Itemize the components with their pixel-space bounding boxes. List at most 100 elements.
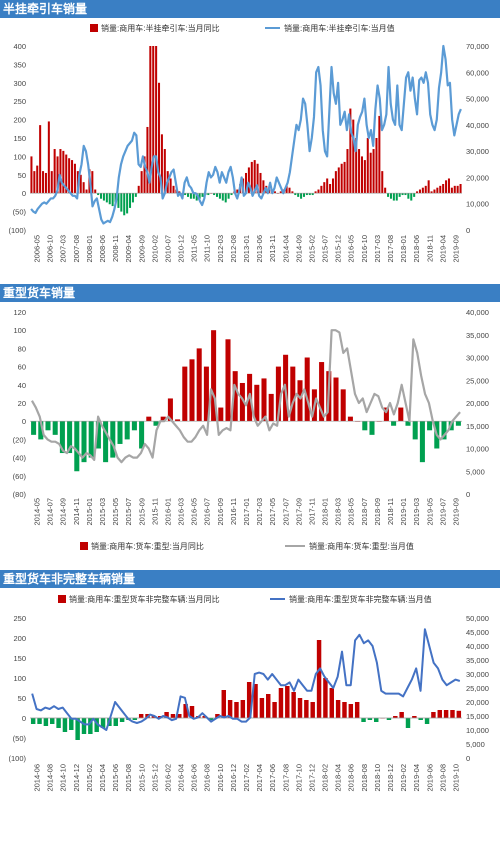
yoy-bar (456, 185, 459, 194)
y-right-tick-label: 20,000 (466, 173, 489, 182)
yoy-bar (331, 178, 334, 194)
x-tick-label: 2016-01 (163, 498, 172, 526)
yoy-bar (427, 421, 433, 431)
x-tick-label: 2017-08 (281, 764, 290, 792)
legend-line-label: 销量:商用车:半挂牵引车:当月值 (284, 23, 395, 33)
yoy-bar (427, 180, 430, 194)
x-tick-label: 2018-09 (373, 498, 382, 526)
yoy-bar (290, 366, 296, 422)
y-left-tick-label: (100) (8, 226, 26, 235)
yoy-bar (456, 710, 462, 718)
yoy-bar (326, 178, 329, 194)
yoy-bar (39, 125, 42, 194)
yoy-bar (443, 710, 449, 718)
y-right-tick-label: 60,000 (466, 68, 489, 77)
yoy-bar (367, 718, 373, 720)
y-right-tick-label: 70,000 (466, 42, 489, 51)
yoy-bar (218, 407, 224, 422)
yoy-bar (81, 421, 87, 463)
yoy-bar (224, 193, 227, 203)
x-tick-label: 2015-12 (334, 235, 343, 263)
yoy-bar (369, 152, 372, 194)
yoy-bar (33, 171, 36, 194)
yoy-bar (151, 716, 157, 718)
yoy-bar (207, 193, 210, 196)
x-tick-label: 2015-01 (85, 498, 94, 526)
x-tick-label: 2017-03 (373, 235, 382, 263)
yoy-bar (184, 193, 187, 196)
y-left-tick-label: 100 (13, 674, 26, 683)
yoy-bar (94, 189, 97, 194)
x-tick-label: 2010-02 (150, 235, 159, 263)
monthly-value-line (31, 628, 461, 731)
chart3-incomplete-heavy-truck-sales: 销量:商用车:重型货车非完整车辆:当月同比 销量:商用车:重型货车非完整车辆:当… (8, 594, 488, 792)
yoy-bar (362, 421, 368, 431)
x-tick-label: 2019-02 (399, 764, 408, 792)
x-tick-label: 2019-08 (438, 764, 447, 792)
x-tick-label: 2014-04 (281, 235, 290, 263)
x-tick-label: 2014-09 (294, 235, 303, 263)
yoy-bar (399, 712, 404, 718)
yoy-bar (453, 185, 456, 194)
yoy-bar (340, 389, 346, 422)
yoy-bar (187, 193, 190, 197)
yoy-bar (149, 46, 152, 194)
x-tick-label: 2018-06 (347, 764, 356, 792)
x-tick-label: 2015-05 (111, 498, 120, 526)
yoy-bar (234, 702, 239, 718)
yoy-bar (227, 700, 233, 718)
yoy-bar (167, 398, 173, 422)
yoy-bar (82, 182, 85, 194)
y-left-tick-label: 0 (22, 189, 26, 198)
yoy-bar (38, 421, 44, 440)
yoy-bar (53, 149, 56, 194)
y-left-tick-label: 200 (13, 634, 26, 643)
yoy-bar (227, 193, 230, 199)
yoy-bar (329, 688, 334, 718)
x-tick-label: 2018-01 (321, 498, 330, 526)
yoy-bar (278, 688, 284, 718)
x-tick-label: 2017-12 (307, 764, 316, 792)
yoy-bar (297, 380, 303, 422)
yoy-bar (337, 167, 340, 194)
yoy-bar (50, 718, 55, 724)
x-tick-label: 2019-07 (438, 498, 447, 526)
x-tick-label: 2018-02 (321, 764, 330, 792)
yoy-bar (441, 421, 447, 440)
y-right-tick-label: 40,000 (466, 121, 489, 130)
x-tick-label: 2018-11 (425, 235, 434, 262)
x-tick-label: 2017-07 (281, 498, 290, 526)
y-right-tick-label: 0 (466, 490, 470, 499)
yoy-bar (381, 171, 384, 194)
yoy-bar (392, 193, 395, 201)
yoy-bar (405, 421, 411, 426)
yoy-bar (320, 185, 323, 194)
y-right-tick-label: 40,000 (466, 308, 489, 317)
x-tick-label: 2019-10 (451, 764, 460, 792)
y-left-tick-label: (40) (13, 454, 27, 463)
yoy-bar (335, 700, 341, 718)
y-left-tick-label: 80 (18, 344, 26, 353)
yoy-bar (366, 138, 369, 194)
x-tick-label: 2016-08 (203, 764, 212, 792)
x-tick-label: 2019-09 (451, 235, 460, 263)
legend-bar-label: 销量:商用车:半挂牵引车:当月同比 (101, 23, 220, 33)
chart1-legend: 销量:商用车:半挂牵引车:当月同比 销量:商用车:半挂牵引车:当月值 (90, 23, 395, 33)
yoy-bar (103, 421, 109, 463)
yoy-bar (407, 193, 410, 199)
x-tick-label: 2007-03 (59, 235, 68, 263)
yoy-bar (374, 718, 379, 722)
yoy-bar (450, 710, 455, 718)
yoy-bar (445, 180, 448, 194)
yoy-bar (69, 718, 74, 730)
x-tick-label: 2018-08 (360, 764, 369, 792)
yoy-bar (442, 184, 445, 194)
yoy-bar (102, 193, 105, 201)
yoy-bar (208, 718, 214, 720)
yoy-bar (412, 716, 417, 718)
yoy-bar (124, 421, 130, 440)
yoy-bar (291, 191, 294, 194)
yoy-bar (62, 718, 68, 732)
x-tick-label: 2016-02 (163, 764, 172, 792)
y-right-tick-label: 25,000 (466, 376, 489, 385)
